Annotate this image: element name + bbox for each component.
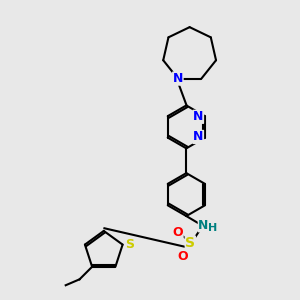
Text: O: O xyxy=(178,250,188,263)
Text: H: H xyxy=(208,223,218,232)
Text: N: N xyxy=(173,72,183,85)
Text: S: S xyxy=(125,238,134,251)
Text: N: N xyxy=(193,110,203,123)
Text: N: N xyxy=(198,219,209,232)
Text: O: O xyxy=(172,226,183,239)
Text: N: N xyxy=(193,130,203,143)
Text: S: S xyxy=(185,236,195,250)
